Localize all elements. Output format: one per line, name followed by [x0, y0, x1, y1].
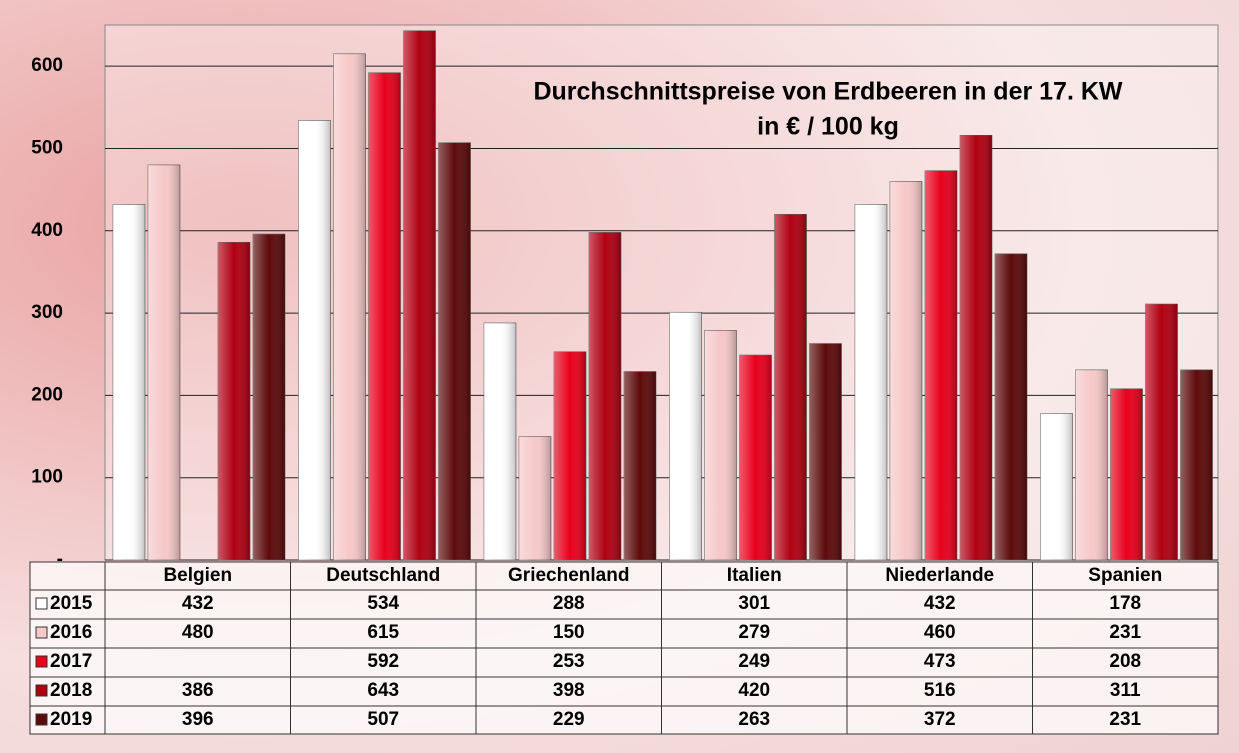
table-value: 150	[553, 622, 585, 643]
bar-shade	[809, 343, 842, 560]
bar-shade	[113, 204, 145, 560]
table-value: 432	[924, 593, 956, 614]
legend-label: 2017	[50, 651, 92, 672]
table-value: 592	[367, 651, 399, 672]
table-value: 516	[924, 680, 956, 701]
bar-shade	[624, 371, 656, 560]
x-tick-label: Niederlande	[885, 565, 994, 586]
x-tick-label: Belgien	[163, 565, 232, 586]
table-value: 534	[367, 593, 399, 614]
table-value: 398	[553, 680, 585, 701]
y-tick-label: 500	[31, 137, 63, 158]
bar-shade	[704, 330, 737, 560]
bar-shade	[855, 204, 887, 560]
table-value: 386	[182, 680, 214, 701]
table-value: 311	[1110, 680, 1141, 701]
x-tick-label: Italien	[727, 565, 782, 586]
table-value: 178	[1109, 593, 1141, 614]
table-value: 615	[367, 622, 399, 643]
table-value: 460	[924, 622, 956, 643]
table-value: 480	[182, 622, 214, 643]
table-value: 288	[553, 593, 585, 614]
plot-area	[104, 24, 1219, 561]
bar-shade	[960, 135, 992, 561]
table-value: 231	[1109, 709, 1141, 730]
y-tick-label: 300	[31, 302, 63, 323]
bar-shade	[403, 30, 436, 561]
bars	[112, 30, 1213, 561]
bar-shade	[739, 355, 772, 560]
y-tick-label: 100	[31, 467, 63, 488]
legend-swatch	[35, 626, 48, 639]
x-tick-label: Griechenland	[508, 565, 629, 586]
legend-swatch	[35, 713, 48, 726]
table: Belgien 432 480 386 396 Deutschland 534 615 592 6…	[30, 562, 1219, 734]
legend-label: 2018	[50, 680, 92, 701]
bar-shade	[333, 53, 366, 561]
table-value: 507	[367, 709, 399, 730]
table-value: 208	[1109, 651, 1141, 672]
table-value: 253	[553, 651, 585, 672]
table-value: 372	[924, 709, 956, 730]
bar-shade	[1180, 369, 1213, 560]
bar-shade	[589, 232, 621, 560]
table-value: 396	[182, 709, 214, 730]
y-tick-label: 200	[31, 384, 63, 405]
bar-shade	[774, 214, 807, 561]
table-value: 473	[924, 651, 956, 672]
table-value: 263	[738, 709, 770, 730]
table-value: 279	[738, 622, 770, 643]
bar-shade	[1075, 369, 1108, 560]
bar-shade	[218, 242, 250, 561]
bar-shade	[519, 436, 551, 560]
bar-shade	[669, 312, 702, 560]
table-value: 643	[367, 680, 399, 701]
bar-shade	[1145, 304, 1178, 560]
bar-shade	[1040, 413, 1073, 560]
x-tick-label: Deutschland	[326, 565, 440, 586]
bar-shade	[554, 351, 586, 560]
chart-title: Durchschnittspreise von Erdbeeren in der…	[533, 78, 1122, 106]
legend-swatch	[35, 655, 48, 668]
legend-label: 2016	[50, 622, 92, 643]
legend-swatch	[35, 597, 48, 610]
table-value: 432	[182, 593, 214, 614]
bar-shade	[298, 120, 331, 560]
bar-shade	[1110, 388, 1143, 560]
y-tick-label: -	[57, 549, 63, 570]
bar-shade	[148, 164, 180, 560]
bar-shade	[253, 234, 285, 561]
bar-shade	[890, 181, 922, 560]
bar-shade	[368, 72, 401, 560]
bar-shade	[438, 142, 471, 560]
bar-shade	[925, 170, 957, 560]
table-value: 249	[738, 651, 770, 672]
bar-shade	[995, 253, 1027, 561]
legend-label: 2019	[50, 709, 92, 730]
table-value: 231	[1109, 622, 1141, 643]
legend-swatch	[35, 684, 48, 697]
table-value: 229	[553, 709, 585, 730]
bar-shade	[484, 322, 516, 560]
y-tick-label: 400	[31, 220, 63, 241]
table-value: 420	[738, 680, 770, 701]
legend-label: 2015	[50, 593, 93, 614]
x-tick-label: Spanien	[1088, 565, 1162, 586]
chart-subtitle: in € / 100 kg	[757, 113, 899, 141]
table-value: 301	[738, 593, 770, 614]
y-tick-label: 600	[31, 55, 63, 76]
grid: - 100 200 300 400 500 600	[31, 55, 1218, 570]
